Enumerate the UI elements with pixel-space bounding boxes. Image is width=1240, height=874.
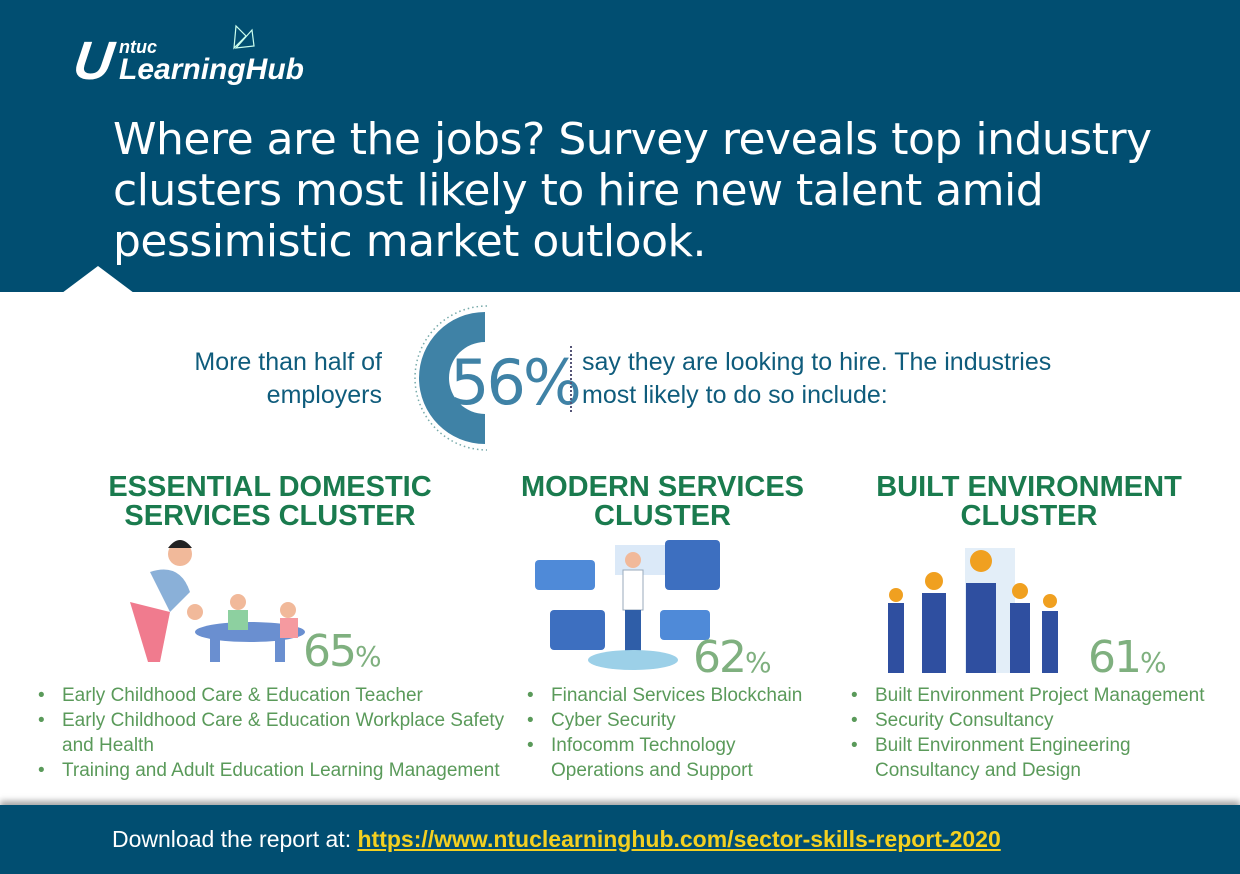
cluster-percent: 62% xyxy=(693,632,772,683)
cluster-percent: 61% xyxy=(1088,632,1167,683)
cluster-title: Modern Services Cluster xyxy=(520,471,805,532)
lead-left: More than half of employers xyxy=(194,348,382,409)
childcare-illustration xyxy=(130,540,305,662)
list-item: Security Consultancy xyxy=(851,708,1221,733)
cluster-essential: Essential Domestic Services Cluster xyxy=(90,473,450,531)
construction-illustration xyxy=(888,548,1058,673)
cluster-percent: 65% xyxy=(303,626,382,677)
download-label: Download the report at: xyxy=(112,826,352,852)
list-item: Built Environment Project Management xyxy=(851,683,1221,708)
logo-bottom-text: LearningHub xyxy=(119,53,304,86)
stat-56: 56% xyxy=(450,346,582,419)
logo-top-text: ntuc xyxy=(119,37,157,57)
cluster-list: Built Environment Project Management Sec… xyxy=(851,683,1221,783)
report-link[interactable]: https://www.ntuclearninghub.com/sector-s… xyxy=(357,826,1001,852)
page-title: Where are the jobs? Survey reveals top i… xyxy=(113,114,1152,267)
cluster-title: Essential Domestic Services Cluster xyxy=(108,471,432,532)
cluster-title: Built Environment Cluster xyxy=(876,471,1182,532)
cluster-built: Built Environment Cluster xyxy=(850,473,1208,531)
half-donut-chart xyxy=(414,305,488,451)
header-notch xyxy=(62,266,134,293)
logo-mark-icon: U xyxy=(69,31,114,91)
list-item: Cyber Security xyxy=(527,708,817,733)
butterfly-icon xyxy=(233,24,255,50)
list-item: Built Environment Engineering Consultanc… xyxy=(851,733,1221,783)
list-item: Early Childhood Care & Education Workpla… xyxy=(38,708,508,758)
tech-illustration xyxy=(535,540,720,670)
cluster-list: Financial Services Blockchain Cyber Secu… xyxy=(527,683,817,783)
cluster-list: Early Childhood Care & Education Teacher… xyxy=(38,683,508,783)
footer xyxy=(0,805,1240,874)
lead-right: say they are looking to hire. The indust… xyxy=(570,346,1090,412)
cluster-modern: Modern Services Cluster xyxy=(500,473,825,531)
logo: U ntuc LearningHub xyxy=(70,24,304,92)
list-item: Infocomm Technology Operations and Suppo… xyxy=(527,733,817,783)
list-item: Training and Adult Education Learning Ma… xyxy=(38,758,508,783)
list-item: Early Childhood Care & Education Teacher xyxy=(38,683,508,708)
header xyxy=(0,0,1240,292)
download-line: Download the report at: https://www.ntuc… xyxy=(112,826,1001,853)
list-item: Financial Services Blockchain xyxy=(527,683,817,708)
